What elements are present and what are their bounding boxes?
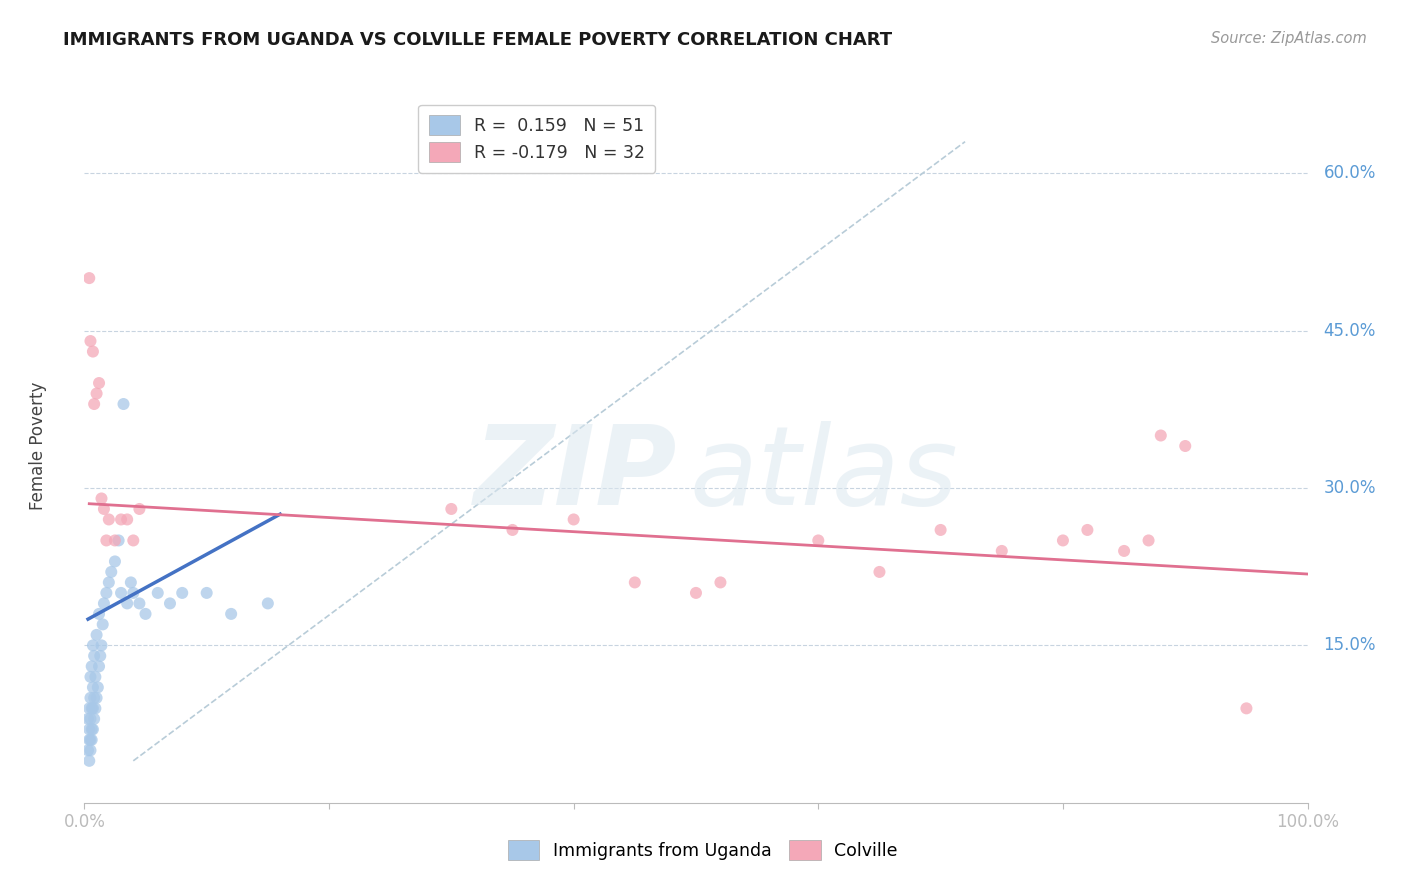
Point (128, 502, 150, 516)
Point (79, 743, 101, 757)
Point (104, 554, 127, 568)
Point (1150, 428, 1173, 442)
Point (89, 648, 111, 663)
Point (79, 712, 101, 726)
Point (87, 681, 110, 695)
Point (195, 586, 218, 600)
Point (97, 512, 120, 526)
Point (115, 512, 138, 526)
Point (79, 670, 101, 684)
Point (90, 491, 112, 506)
Point (122, 533, 145, 548)
Point (83, 690, 105, 705)
Point (120, 575, 142, 590)
Point (96, 586, 118, 600)
Point (82, 681, 104, 695)
Point (77, 723, 100, 737)
Point (110, 512, 132, 526)
Point (172, 586, 194, 600)
Point (84, 701, 107, 715)
Point (146, 586, 169, 600)
Point (82, 723, 104, 737)
Point (128, 596, 150, 610)
Point (122, 586, 145, 600)
Point (1174, 439, 1197, 453)
Point (87, 607, 110, 621)
Text: atlas: atlas (690, 421, 959, 528)
Point (86, 386, 108, 401)
Text: Female Poverty: Female Poverty (30, 382, 46, 510)
Point (929, 523, 952, 537)
Point (79, 732, 101, 747)
Point (807, 533, 830, 548)
Point (87, 659, 110, 673)
Point (159, 596, 181, 610)
Point (685, 586, 707, 600)
Point (77, 754, 100, 768)
Point (77, 732, 100, 747)
Point (135, 607, 157, 621)
Point (83, 397, 105, 411)
Point (86, 690, 108, 705)
Point (79, 690, 101, 705)
Point (107, 533, 129, 548)
Point (77, 701, 100, 715)
Point (1076, 523, 1098, 537)
Point (96, 533, 118, 548)
Point (115, 596, 138, 610)
Point (93, 502, 115, 516)
Point (80, 659, 103, 673)
Point (86, 628, 108, 642)
Point (84, 670, 107, 684)
Text: 45.0%: 45.0% (1323, 321, 1376, 340)
Point (110, 586, 132, 600)
Point (91, 617, 114, 632)
Point (83, 648, 105, 663)
Point (1052, 533, 1074, 548)
Text: Source: ZipAtlas.com: Source: ZipAtlas.com (1211, 31, 1367, 46)
Text: IMMIGRANTS FROM UGANDA VS COLVILLE FEMALE POVERTY CORRELATION CHART: IMMIGRANTS FROM UGANDA VS COLVILLE FEMAL… (63, 31, 893, 49)
Point (80, 701, 103, 715)
Point (869, 565, 891, 579)
Point (219, 607, 242, 621)
Point (80, 723, 103, 737)
Legend: R =  0.159   N = 51, R = -0.179   N = 32: R = 0.159 N = 51, R = -0.179 N = 32 (419, 105, 655, 173)
Point (112, 397, 135, 411)
Point (709, 575, 731, 590)
Legend: Immigrants from Uganda, Colville: Immigrants from Uganda, Colville (501, 833, 905, 867)
Point (562, 512, 585, 526)
Point (77, 271, 100, 285)
Point (80, 732, 103, 747)
Point (1236, 701, 1258, 715)
Point (87, 376, 110, 390)
Point (77, 743, 100, 757)
Text: 30.0%: 30.0% (1323, 479, 1376, 497)
Point (1114, 544, 1136, 558)
Point (77, 712, 100, 726)
Point (104, 533, 127, 548)
Point (82, 639, 104, 653)
Point (440, 502, 463, 516)
Text: 60.0%: 60.0% (1323, 164, 1376, 182)
Text: 15.0%: 15.0% (1323, 636, 1376, 655)
Point (79, 334, 101, 348)
Point (991, 544, 1014, 558)
Point (502, 523, 524, 537)
Point (1137, 533, 1160, 548)
Point (100, 565, 122, 579)
Point (624, 575, 647, 590)
Point (82, 701, 104, 715)
Point (93, 596, 115, 610)
Point (97, 575, 120, 590)
Text: ZIP: ZIP (474, 421, 678, 528)
Point (257, 596, 280, 610)
Point (90, 639, 112, 653)
Point (83, 712, 105, 726)
Point (82, 344, 104, 359)
